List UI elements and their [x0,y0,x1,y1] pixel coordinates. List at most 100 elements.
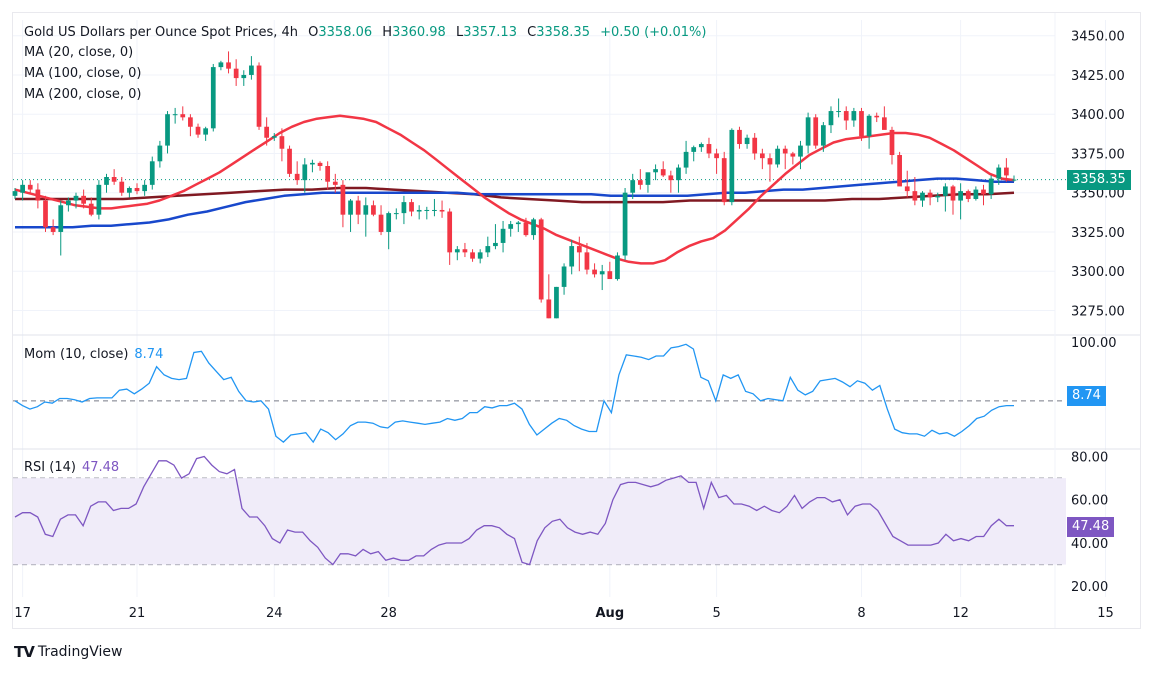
symbol-title: Gold US Dollars per Ounce Spot Prices, 4… [24,25,298,40]
candle-up [142,184,148,192]
tradingview-logo-icon: TV [14,643,35,661]
candle-up [622,192,628,256]
moving-averages [14,114,1015,265]
time-tick-label: 8 [857,606,865,621]
candle-down [782,148,788,154]
candle-up [561,266,567,287]
candle-up [165,114,170,146]
candle-down [233,68,239,79]
candle-down [317,162,323,167]
candle-down [737,129,742,145]
candle-down [912,191,918,201]
rsi-label: RSI (14) [24,460,76,475]
ma200-legend[interactable]: MA (200, close, 0) [24,87,142,102]
candle-up [157,145,163,162]
candle-up [424,209,430,211]
momentum-legend[interactable]: Mom (10, close) 8.74 [24,347,163,362]
candle-down [294,173,300,181]
momentum-badge: 8.74 [1067,385,1106,406]
ma100-legend[interactable]: MA (100, close, 0) [24,66,142,81]
candle-up [615,255,620,280]
candle-up [363,205,369,215]
candle-up [310,162,315,165]
candle-up [493,242,498,247]
candle-down [950,186,956,201]
rsi-line [14,455,1014,566]
candle-up [676,167,681,181]
candle-up [920,192,925,201]
candle-up [1011,179,1017,181]
candle-up [271,136,277,138]
time-tick-label: 21 [129,606,146,621]
candle-down [897,155,902,187]
candle-down [904,186,910,192]
candle-down [188,117,193,127]
rsi-tick-label: 80.00 [1071,450,1108,465]
rsi-legend[interactable]: RSI (14) 47.48 [24,460,119,475]
last-price-badge: 3358.35 [1067,169,1131,190]
candle-down [965,191,971,199]
time-tick-label: 15 [1097,606,1114,621]
candle-up [508,224,514,229]
candle-up [241,74,247,79]
rsi-value: 47.48 [81,460,120,475]
candle-down [927,192,933,198]
candle-up [104,177,109,185]
change-value: +0.50 (+0.01%) [600,25,707,40]
candle-down [439,209,445,212]
candle-down [874,115,880,118]
rsi-band-layer [13,478,1066,565]
indicator-lines [14,343,1014,566]
price-tick-label: 3300.00 [1071,265,1125,280]
candle-down [355,200,361,215]
candle-down [470,252,475,259]
candle-up [73,195,79,201]
candle-down [35,189,41,201]
candle-down [332,181,338,185]
candles [12,51,1017,319]
candle-up [744,137,750,145]
candle-up [203,128,209,135]
low-label: L [455,25,464,40]
candle-down [119,181,125,193]
candle-down [256,65,262,127]
time-tick-label: 17 [14,606,31,621]
candle-down [637,180,643,185]
price-tick-label: 3275.00 [1071,304,1125,319]
candle-down [378,214,384,232]
candle-down [592,269,597,275]
tradingview-brand[interactable]: TV TradingView [14,643,122,661]
price-tick-label: 3400.00 [1071,108,1125,123]
candle-down [27,184,33,190]
candle-down [843,111,849,121]
candle-up [805,117,811,146]
candle-down [546,299,552,319]
chart-frame [12,12,1141,629]
candle-up [554,286,559,319]
candle-up [996,167,1002,179]
open-value: 3358.06 [318,25,373,40]
high-label: H [382,25,393,40]
time-tick-label: 24 [266,606,283,621]
rsi-tick-label: 20.00 [1071,580,1108,595]
candle-up [599,271,605,275]
candle-up [866,115,872,137]
candle-down [607,271,613,280]
candle-up [302,164,308,181]
candle-up [249,65,254,75]
rsi-badge: 47.48 [1067,516,1115,537]
rsi-tick-label: 40.00 [1071,537,1108,552]
candle-down [523,222,529,236]
candle-down [111,177,117,182]
rsi-band-fill [13,478,1066,565]
candle-down [767,158,773,165]
time-tick-label: 28 [380,606,397,621]
candle-up [500,228,506,243]
ma20-legend[interactable]: MA (20, close, 0) [24,45,134,60]
time-tick-label: 5 [712,606,720,621]
candle-down [889,129,895,156]
candle-down [752,137,758,154]
candle-down [790,153,796,157]
candle-down [981,189,986,195]
